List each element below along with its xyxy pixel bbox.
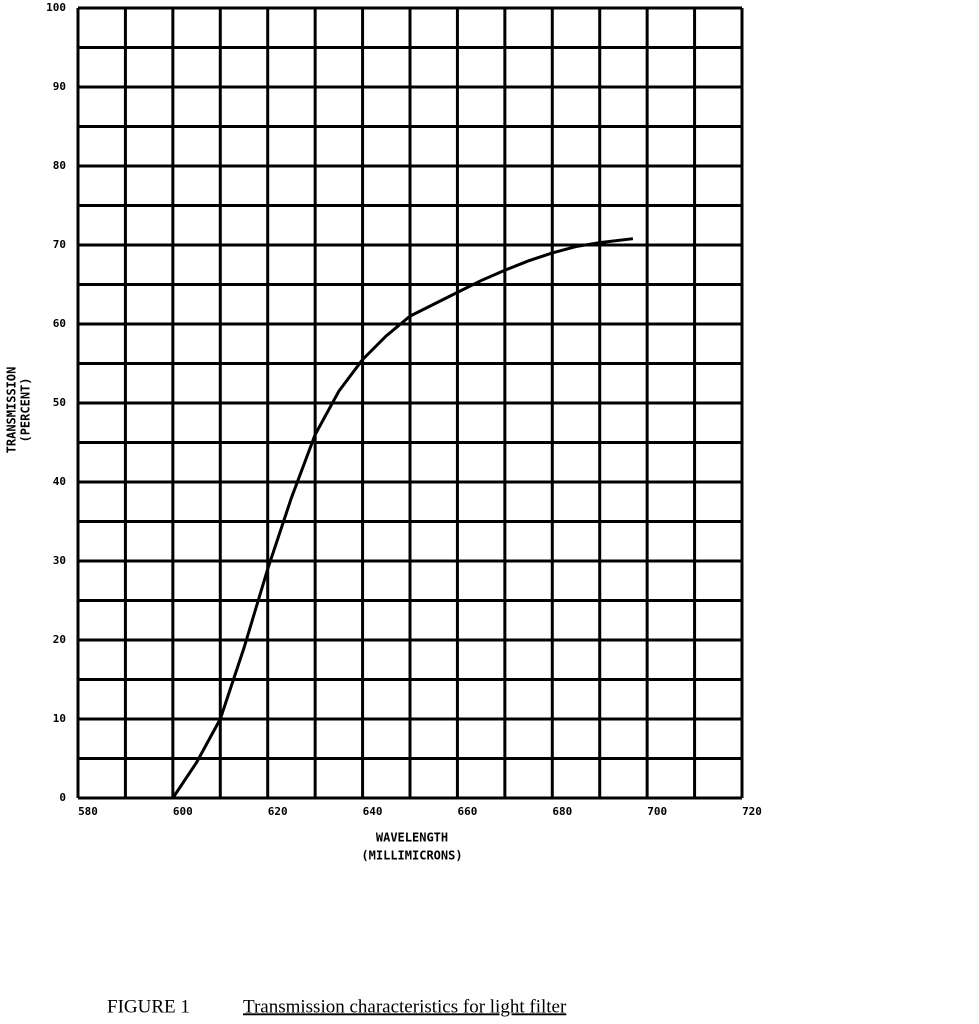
x-tick-label: 640 xyxy=(363,805,383,818)
x-tick-label: 660 xyxy=(457,805,477,818)
y-tick-label: 90 xyxy=(53,80,66,93)
y-tick-label: 30 xyxy=(53,554,66,567)
y-tick-label: 100 xyxy=(46,1,66,14)
y-tick-label: 10 xyxy=(53,712,66,725)
y-tick-label: 50 xyxy=(53,396,66,409)
y-tick-label: 70 xyxy=(53,238,66,251)
x-tick-label: 720 xyxy=(742,805,762,818)
y-tick-label: 80 xyxy=(53,159,66,172)
x-tick-label: 600 xyxy=(173,805,193,818)
y-tick-label: 0 xyxy=(59,791,66,804)
x-axis-label: (MILLIMICRONS) xyxy=(361,849,462,863)
x-tick-label: 680 xyxy=(552,805,572,818)
y-axis-label-line: (PERCENT) xyxy=(19,377,33,442)
y-tick-label: 40 xyxy=(53,475,66,488)
x-tick-label: 700 xyxy=(647,805,667,818)
x-tick-label: 580 xyxy=(78,805,98,818)
caption-number: FIGURE 1 xyxy=(107,996,190,1017)
x-axis-label: WAVELENGTH xyxy=(376,831,448,845)
y-axis-label-line: TRANSMISSION xyxy=(5,367,19,454)
x-tick-label: 620 xyxy=(268,805,288,818)
caption-title: Transmission characteristics for light f… xyxy=(243,996,567,1017)
y-tick-label: 60 xyxy=(53,317,66,330)
data-line xyxy=(171,237,634,799)
y-tick-label: 20 xyxy=(53,633,66,646)
y-axis-label: TRANSMISSION (PERCENT) xyxy=(5,367,33,454)
